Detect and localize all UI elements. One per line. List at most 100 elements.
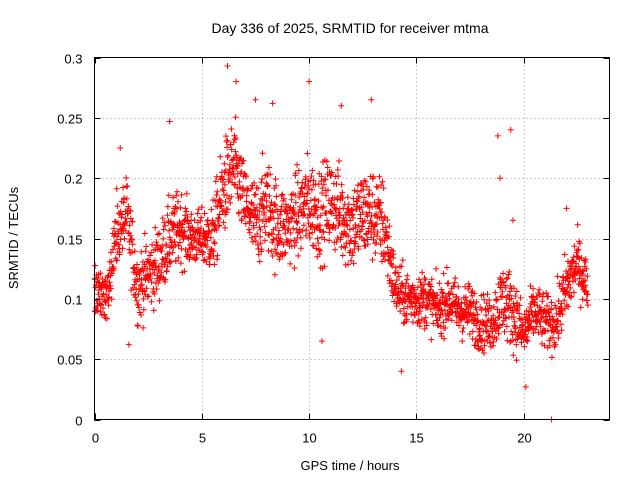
data-point: [420, 299, 427, 306]
data-point: [475, 317, 482, 324]
data-point: [381, 237, 388, 244]
data-point: [522, 383, 529, 390]
data-point: [361, 194, 368, 201]
data-point: [121, 235, 128, 242]
data-point: [352, 234, 359, 241]
data-point: [182, 205, 189, 212]
data-point: [257, 240, 264, 247]
data-point: [389, 263, 396, 270]
data-point: [245, 226, 252, 233]
data-point: [348, 257, 355, 264]
data-point: [194, 210, 201, 217]
data-point: [101, 311, 108, 318]
data-point: [173, 205, 180, 212]
data-point: [459, 338, 466, 345]
data-point: [171, 208, 178, 215]
data-point: [366, 190, 373, 197]
data-point: [272, 224, 279, 231]
x-axis-label: GPS time / hours: [301, 458, 400, 473]
data-point: [328, 209, 335, 216]
data-point: [480, 350, 487, 357]
data-point: [447, 290, 454, 297]
data-point: [292, 192, 299, 199]
data-point: [408, 311, 415, 318]
data-point: [438, 286, 445, 293]
data-point: [350, 195, 357, 202]
data-point: [114, 228, 121, 235]
x-tick-label: 5: [199, 431, 206, 446]
data-point: [199, 240, 206, 247]
data-point: [490, 338, 497, 345]
data-point: [373, 210, 380, 217]
data-point: [296, 226, 303, 233]
data-point: [224, 62, 231, 69]
y-tick-label: 0.3: [64, 52, 82, 67]
data-point: [113, 185, 120, 192]
data-point: [484, 318, 491, 325]
data-point: [538, 315, 545, 322]
grid: [94, 57, 610, 420]
data-point: [532, 326, 539, 333]
data-point: [495, 330, 502, 337]
data-point: [376, 173, 383, 180]
data-point: [315, 181, 322, 188]
data-point: [536, 291, 543, 298]
data-point: [243, 198, 250, 205]
axis-ticks: [94, 57, 610, 421]
data-point: [157, 244, 164, 251]
data-point: [163, 241, 170, 248]
data-point: [386, 280, 393, 287]
data-point: [281, 195, 288, 202]
data-point: [488, 305, 495, 312]
data-point: [399, 257, 406, 264]
data-point: [373, 221, 380, 228]
data-point: [336, 211, 343, 218]
data-point: [133, 261, 140, 268]
data-point: [494, 132, 501, 139]
data-point: [323, 158, 330, 165]
data-point: [242, 220, 249, 227]
data-point: [172, 241, 179, 248]
data-point: [234, 162, 241, 169]
data-point: [261, 209, 268, 216]
data-point: [268, 248, 275, 255]
data-point: [282, 249, 289, 256]
data-point: [217, 197, 224, 204]
data-point: [536, 286, 543, 293]
data-point: [308, 186, 315, 193]
data-point: [575, 263, 582, 270]
data-point: [113, 257, 120, 264]
data-point: [99, 305, 106, 312]
data-point: [110, 265, 117, 272]
data-point: [208, 206, 215, 213]
data-point: [513, 357, 520, 364]
data-point: [336, 212, 343, 219]
data-point: [306, 78, 313, 85]
data-point: [293, 239, 300, 246]
data-point: [308, 223, 315, 230]
data-point: [250, 201, 257, 208]
data-point: [496, 322, 503, 329]
data-point: [300, 212, 307, 219]
data-point: [276, 253, 283, 260]
data-point: [216, 211, 223, 218]
data-point: [384, 244, 391, 251]
data-point: [183, 190, 190, 197]
data-point: [343, 240, 350, 247]
data-point: [247, 185, 254, 192]
data-point: [339, 189, 346, 196]
data-point: [189, 224, 196, 231]
data-point: [518, 339, 525, 346]
data-point: [580, 278, 587, 285]
data-point: [325, 221, 332, 228]
data-point: [460, 324, 467, 331]
data-point: [185, 220, 192, 227]
data-point: [299, 179, 306, 186]
data-point: [225, 152, 232, 159]
data-point: [295, 252, 302, 259]
data-point: [499, 321, 506, 328]
data-point: [207, 251, 214, 258]
data-point: [584, 273, 591, 280]
data-point: [316, 222, 323, 229]
